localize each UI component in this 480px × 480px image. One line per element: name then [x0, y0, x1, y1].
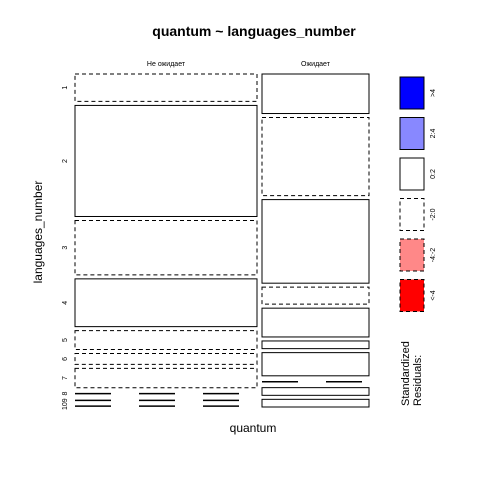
tile-row-6-wait	[261, 340, 370, 350]
tile-row-1-wait	[261, 73, 370, 115]
row-label-8: 8	[62, 392, 69, 396]
row-label-3: 3	[62, 246, 69, 250]
legend-label-1: 2:4	[430, 129, 437, 139]
legend-swatch-4	[399, 238, 425, 272]
row-label-9: 9	[62, 398, 69, 402]
row-label-2: 2	[62, 159, 69, 163]
legend-title-line1: Standardized	[400, 341, 412, 406]
tile-row-10-wait	[261, 398, 370, 408]
legend-swatch-3	[399, 198, 425, 231]
legend-label-0: >4	[430, 89, 437, 97]
tile-row-3-wait	[261, 199, 370, 284]
row-label-4: 4	[62, 301, 69, 305]
legend-title-line2: Residuals:	[412, 355, 424, 406]
legend-label-3: -2:0	[430, 208, 437, 220]
tile-row-3-not-wait	[74, 219, 258, 276]
column-label-0: Не ожидает	[147, 61, 186, 68]
x-axis-title: quantum	[230, 421, 277, 435]
column-labels: Не ожидает Ожидает	[147, 61, 331, 68]
column-label-1: Ожидает	[301, 61, 331, 68]
row-labels: 1 2 3 4 5 6 7 8 910	[62, 86, 69, 410]
tile-row-4-not-wait	[74, 278, 258, 328]
tile-row-9-wait	[261, 387, 370, 396]
legend-swatch-1	[399, 117, 425, 150]
tile-row-7-wait	[261, 352, 370, 377]
tile-row-2-wait	[261, 117, 370, 197]
row-label-6: 6	[62, 357, 69, 361]
legend-label-4: -4:-2	[430, 248, 437, 263]
tile-row-7-not-wait	[74, 367, 258, 389]
tile-row-5-not-wait	[74, 330, 258, 351]
row-label-5: 5	[62, 338, 69, 342]
mosaic-tiles	[74, 73, 370, 408]
row-label-7: 7	[62, 376, 69, 380]
legend-swatch-0	[399, 76, 425, 110]
tile-row-6-not-wait	[74, 353, 258, 365]
chart-title: quantum ~ languages_number	[152, 23, 356, 39]
row-label-1: 1	[62, 86, 69, 90]
legend-swatch-2	[399, 157, 425, 191]
row-label-10: 10	[62, 402, 69, 410]
legend-label-5: <-4	[430, 290, 437, 300]
tile-row-4-wait	[261, 286, 370, 305]
legend-swatch-5	[399, 279, 425, 312]
residuals-legend: >4 2:4 0:2 -2:0 -4:-2 <-4	[399, 76, 437, 312]
y-axis-title: languages_number	[31, 181, 45, 284]
tile-row-5-wait	[261, 307, 370, 338]
legend-label-2: 0:2	[430, 169, 437, 179]
tile-row-1-not-wait	[74, 73, 258, 102]
tile-row-2-not-wait	[74, 104, 258, 217]
